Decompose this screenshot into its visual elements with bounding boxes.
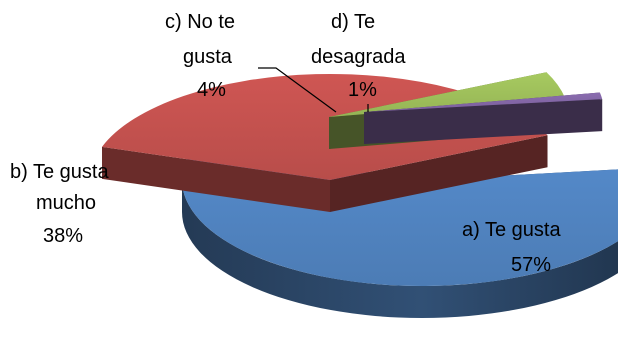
slice-label-c-line-2: gusta	[183, 46, 233, 68]
slice-layer	[102, 72, 618, 318]
pie-slice-a-outer-wall	[182, 180, 618, 318]
leader-lines	[258, 67, 369, 113]
slice-label-a: a) Te gusta 57%	[462, 219, 561, 276]
pie-slice-c-top	[329, 72, 565, 117]
slice-label-c-line-1: c) No te	[165, 11, 235, 33]
slice-label-d-line-3: 1%	[348, 79, 377, 101]
pie-slice-b-wall-end	[330, 135, 548, 212]
pie-slice-d-top	[364, 92, 603, 112]
slice-label-b-line-1: b) Te gusta	[10, 161, 109, 183]
slice-label-b-line-2: mucho	[36, 192, 96, 214]
slice-label-d-line-2: desagrada	[311, 46, 406, 68]
slice-label-d: d) Te desagrada 1%	[311, 11, 406, 101]
leader-line-c	[258, 67, 337, 113]
slice-label-c: c) No te gusta 4%	[165, 11, 235, 101]
pie-slice-d-wall-end	[364, 99, 603, 144]
slice-label-b: b) Te gusta mucho 38%	[10, 161, 109, 247]
slice-label-d-line-1: d) Te	[331, 11, 375, 33]
slice-label-c-line-3: 4%	[197, 79, 226, 101]
pie-slice-b-wall-start	[102, 146, 330, 212]
slice-label-a-line-1: a) Te gusta	[462, 219, 561, 241]
pie-slice-d	[364, 92, 603, 144]
slice-label-b-line-3: 38%	[43, 225, 83, 247]
slice-label-a-line-2: 57%	[511, 254, 551, 276]
